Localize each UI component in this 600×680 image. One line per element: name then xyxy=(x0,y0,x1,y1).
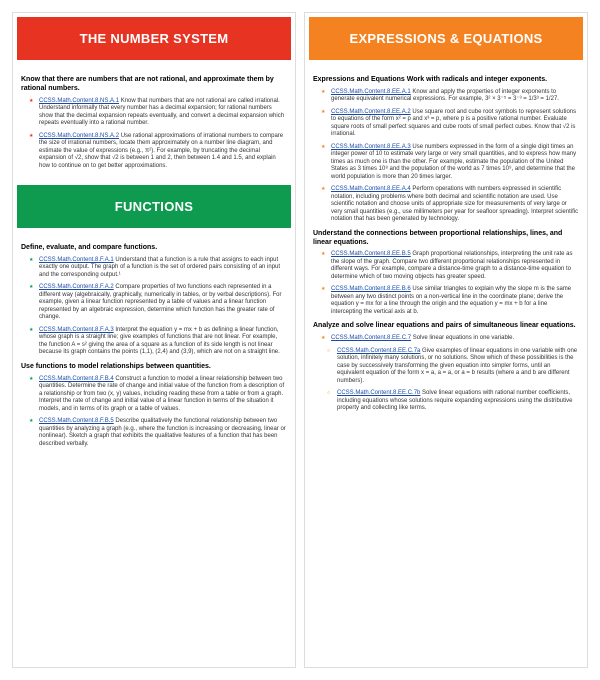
standard-code-link[interactable]: CCSS.Math.Content.8.EE.C.7a xyxy=(337,348,420,354)
standard-item: CCSS.Math.Content.8.EE.C.7 Solve linear … xyxy=(323,335,579,343)
standard-item: CCSS.Math.Content.8.F.A.2 Compare proper… xyxy=(31,284,287,322)
standards-list: CCSS.Math.Content.8.EE.B.5 Graph proport… xyxy=(313,251,579,316)
standards-list: CCSS.Math.Content.8.EE.A.1 Know and appl… xyxy=(313,89,579,224)
standard-item: CCSS.Math.Content.8.EE.A.3 Use numbers e… xyxy=(323,144,579,182)
standard-item: CCSS.Math.Content.8.EE.A.4 Perform opera… xyxy=(323,186,579,224)
standard-item: CCSS.Math.Content.8.EE.B.5 Graph proport… xyxy=(323,251,579,281)
standard-code-link[interactable]: CCSS.Math.Content.8.NS.A.1 xyxy=(39,98,119,104)
standard-code-link[interactable]: CCSS.Math.Content.8.EE.C.7 xyxy=(331,335,411,341)
standard-item: CCSS.Math.Content.8.NS.A.1 Know that num… xyxy=(31,98,287,128)
standard-item: CCSS.Math.Content.8.EE.C.7b Solve linear… xyxy=(323,390,579,413)
standard-code-link[interactable]: CCSS.Math.Content.8.EE.A.1 xyxy=(331,89,411,95)
standard-text: Solve linear equations in one variable. xyxy=(411,335,514,341)
standards-list: CCSS.Math.Content.8.NS.A.1 Know that num… xyxy=(21,98,287,171)
standard-code-link[interactable]: CCSS.Math.Content.8.EE.C.7b xyxy=(337,390,420,396)
left-column: THE NUMBER SYSTEM Know that there are nu… xyxy=(12,12,296,668)
standard-code-link[interactable]: CCSS.Math.Content.8.EE.A.2 xyxy=(331,109,411,115)
standard-item: CCSS.Math.Content.8.F.B.4 Construct a fu… xyxy=(31,376,287,414)
standard-code-link[interactable]: CCSS.Math.Content.8.F.B.4 xyxy=(39,376,114,382)
standard-code-link[interactable]: CCSS.Math.Content.8.EE.A.4 xyxy=(331,186,411,192)
functions-header: FUNCTIONS xyxy=(17,185,291,228)
standards-page: THE NUMBER SYSTEM Know that there are nu… xyxy=(12,12,588,668)
number-system-header: THE NUMBER SYSTEM xyxy=(17,17,291,60)
standard-code-link[interactable]: CCSS.Math.Content.8.EE.B.5 xyxy=(331,251,411,257)
standard-item: CCSS.Math.Content.8.EE.B.6 Use similar t… xyxy=(323,286,579,316)
group-heading: Expressions and Equations Work with radi… xyxy=(313,76,579,85)
standard-code-link[interactable]: CCSS.Math.Content.8.F.A.1 xyxy=(39,257,114,263)
standard-item: CCSS.Math.Content.8.EE.A.1 Know and appl… xyxy=(323,89,579,104)
group-heading: Define, evaluate, and compare functions. xyxy=(21,244,287,253)
standard-code-link[interactable]: CCSS.Math.Content.8.NS.A.2 xyxy=(39,133,119,139)
number-system-body: Know that there are numbers that are not… xyxy=(13,64,295,181)
standard-code-link[interactable]: CCSS.Math.Content.8.F.A.2 xyxy=(39,284,114,290)
standard-item: CCSS.Math.Content.8.F.A.3 Interpret the … xyxy=(31,327,287,357)
group-heading: Use functions to model relationships bet… xyxy=(21,363,287,372)
standards-list: CCSS.Math.Content.8.F.B.4 Construct a fu… xyxy=(21,376,287,449)
group-heading: Know that there are numbers that are not… xyxy=(21,76,287,94)
standard-item: CCSS.Math.Content.8.F.A.1 Understand tha… xyxy=(31,257,287,280)
standard-code-link[interactable]: CCSS.Math.Content.8.F.B.5 xyxy=(39,418,114,424)
standard-item: CCSS.Math.Content.8.EE.C.7a Give example… xyxy=(323,348,579,386)
standards-list: CCSS.Math.Content.8.EE.C.7 Solve linear … xyxy=(313,335,579,413)
standard-code-link[interactable]: CCSS.Math.Content.8.F.A.3 xyxy=(39,327,114,333)
right-column: EXPRESSIONS & EQUATIONS Expressions and … xyxy=(304,12,588,668)
expressions-body: Expressions and Equations Work with radi… xyxy=(305,64,587,424)
group-heading: Analyze and solve linear equations and p… xyxy=(313,322,579,331)
standards-list: CCSS.Math.Content.8.F.A.1 Understand tha… xyxy=(21,257,287,357)
functions-body: Define, evaluate, and compare functions.… xyxy=(13,232,295,459)
standard-code-link[interactable]: CCSS.Math.Content.8.EE.B.6 xyxy=(331,286,411,292)
standard-item: CCSS.Math.Content.8.EE.A.2 Use square ro… xyxy=(323,109,579,139)
standard-item: CCSS.Math.Content.8.F.B.5 Describe quali… xyxy=(31,418,287,448)
standard-code-link[interactable]: CCSS.Math.Content.8.EE.A.3 xyxy=(331,144,411,150)
group-heading: Understand the connections between propo… xyxy=(313,230,579,248)
standard-item: CCSS.Math.Content.8.NS.A.2 Use rational … xyxy=(31,133,287,171)
expressions-header: EXPRESSIONS & EQUATIONS xyxy=(309,17,583,60)
